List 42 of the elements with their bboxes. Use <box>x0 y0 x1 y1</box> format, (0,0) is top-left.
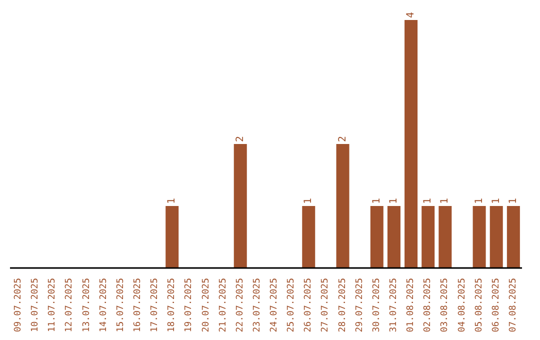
data-label: 1 <box>303 198 314 204</box>
x-tick-label: 05.08.2025 <box>474 278 484 332</box>
data-label: 1 <box>166 198 178 204</box>
x-tick-label: 31.07.2025 <box>389 278 399 332</box>
x-tick-label: 01.08.2025 <box>406 278 416 332</box>
x-tick-label: 16.07.2025 <box>133 278 143 332</box>
x-tick-label: 02.08.2025 <box>423 278 434 332</box>
x-tick-label: 27.07.2025 <box>320 278 331 332</box>
x-tick-label: 15.07.2025 <box>116 278 126 332</box>
x-tick-label: 09.07.2025 <box>14 278 24 332</box>
x-tick-label: 23.07.2025 <box>252 278 262 332</box>
x-tick-label: 19.07.2025 <box>184 278 194 332</box>
x-tick-label: 17.07.2025 <box>150 278 160 332</box>
data-label: 1 <box>440 198 451 204</box>
x-tick-label: 26.07.2025 <box>304 278 314 332</box>
x-tick-label: 20.07.2025 <box>201 278 212 332</box>
x-tick-label: 30.07.2025 <box>372 278 382 332</box>
x-tick-label: 29.07.2025 <box>354 278 365 332</box>
x-tick-label: 03.08.2025 <box>440 278 450 332</box>
x-tick-label: 18.07.2025 <box>167 278 178 332</box>
x-tick-label: 28.07.2025 <box>338 278 348 332</box>
x-tick-label: 24.07.2025 <box>270 278 280 332</box>
x-tick-label: 25.07.2025 <box>286 278 297 332</box>
data-label: 1 <box>508 198 519 204</box>
x-tick-label: 07.08.2025 <box>508 278 518 332</box>
x-tick-label: 04.08.2025 <box>457 278 468 332</box>
x-tick-label: 06.08.2025 <box>491 278 502 332</box>
x-tick-label: 21.07.2025 <box>218 278 228 332</box>
data-label: 2 <box>337 136 348 142</box>
data-label: 4 <box>406 12 417 18</box>
data-label: 2 <box>234 136 246 142</box>
x-tick-label: 11.07.2025 <box>48 278 58 332</box>
data-label: 1 <box>371 198 382 204</box>
data-label: 1 <box>474 198 485 204</box>
x-tick-label: 12.07.2025 <box>64 278 75 332</box>
x-tick-label: 14.07.2025 <box>98 278 109 332</box>
data-label: 1 <box>422 198 434 204</box>
x-tick-label: 22.07.2025 <box>235 278 246 332</box>
x-tick-label: 13.07.2025 <box>82 278 92 332</box>
data-label: 1 <box>490 198 502 204</box>
x-tick-label: 10.07.2025 <box>30 278 41 332</box>
data-label: 1 <box>388 198 400 204</box>
